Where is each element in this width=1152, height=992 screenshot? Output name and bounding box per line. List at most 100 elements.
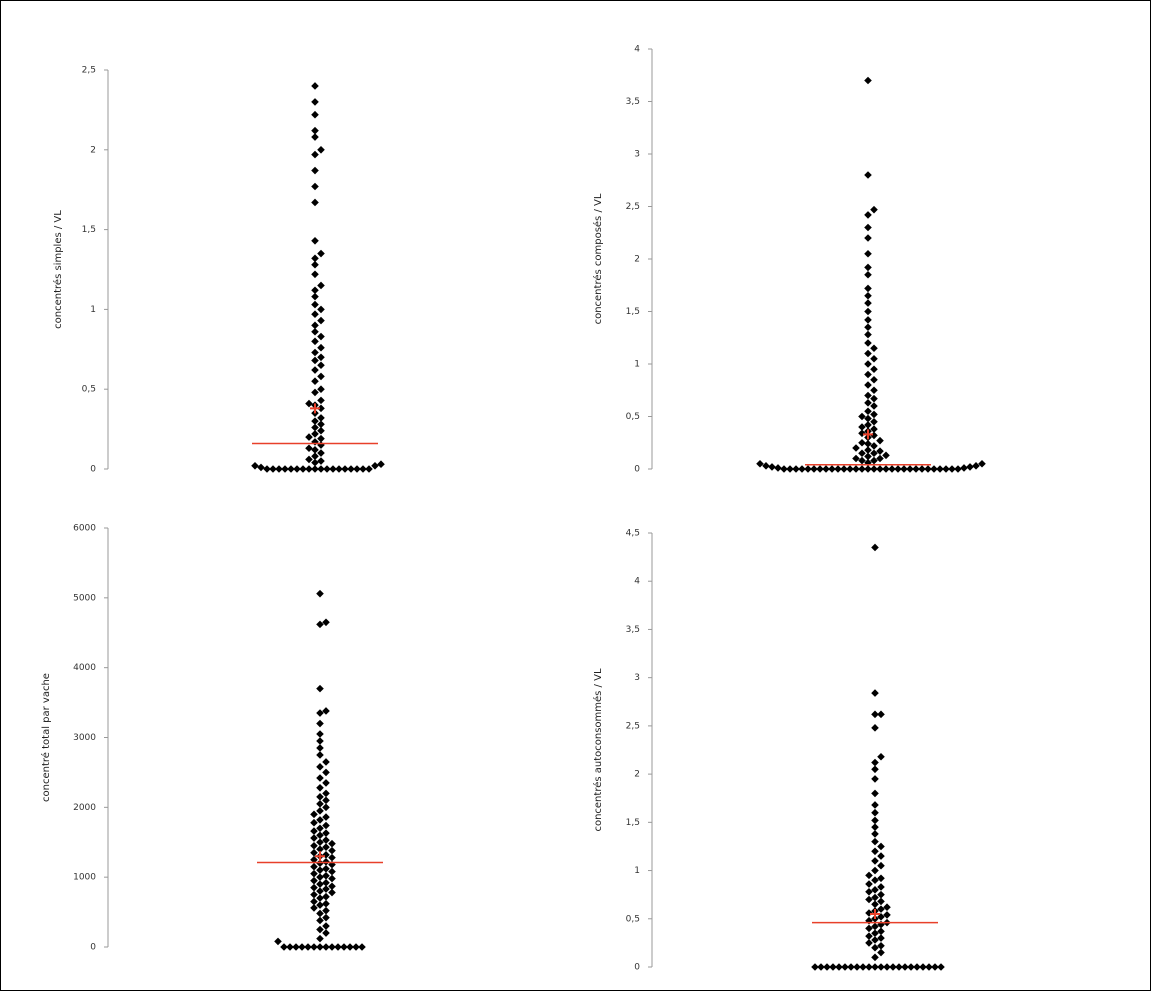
data-point: [286, 943, 294, 951]
data-point: [322, 892, 330, 901]
data-point: [317, 146, 325, 154]
data-point: [280, 943, 288, 951]
data-point: [322, 885, 330, 893]
data-point: [864, 223, 872, 232]
data-point: [871, 893, 879, 902]
data-point: [871, 922, 879, 931]
data-point: [882, 451, 890, 460]
data-point: [835, 963, 843, 971]
data-point: [317, 465, 325, 473]
data-point: [310, 943, 318, 951]
data-point: [311, 310, 319, 318]
data-point: [311, 98, 319, 106]
data-point: [858, 423, 866, 431]
data-point: [311, 300, 319, 309]
y-tick-label: 3000: [73, 733, 96, 743]
data-point: [316, 925, 324, 934]
data-point: [966, 463, 974, 471]
data-point: [353, 465, 361, 473]
data-point: [817, 963, 825, 971]
data-point: [317, 420, 325, 429]
data-point: [864, 349, 872, 358]
data-point: [834, 465, 842, 473]
data-point: [865, 916, 873, 925]
data-point: [883, 963, 891, 971]
data-point: [870, 402, 878, 410]
data-point: [858, 465, 866, 473]
data-point: [310, 848, 318, 857]
data-point: [311, 286, 319, 295]
y-tick-label: 1,5: [82, 225, 96, 235]
data-point: [823, 963, 831, 971]
data-point: [317, 396, 325, 405]
y-tick-label: 2: [634, 770, 640, 780]
data-point: [774, 464, 782, 472]
data-point: [311, 356, 319, 365]
y-tick-label: 0: [634, 465, 640, 475]
data-point: [847, 963, 855, 971]
data-point: [316, 824, 324, 833]
data-point: [317, 305, 325, 314]
data-point: [317, 343, 325, 352]
data-point: [316, 744, 324, 752]
data-point: [310, 862, 318, 871]
data-point: [864, 263, 872, 272]
data-point: [786, 465, 794, 473]
data-point: [858, 456, 866, 465]
data-point: [316, 866, 324, 874]
data-point: [870, 449, 878, 458]
data-point: [871, 689, 879, 697]
data-point: [311, 377, 319, 386]
data-point: [347, 465, 355, 473]
data-point: [311, 110, 319, 119]
data-point: [371, 462, 379, 470]
data-point: [883, 903, 891, 912]
data-point: [311, 423, 319, 432]
data-point: [937, 963, 945, 971]
data-point: [316, 831, 324, 840]
data-point: [328, 943, 336, 951]
data-point: [871, 808, 879, 817]
data-point: [316, 845, 324, 854]
data-point: [864, 339, 872, 347]
data-point: [918, 465, 926, 473]
data-point: [864, 284, 872, 293]
data-point: [864, 452, 872, 461]
data-point: [322, 843, 330, 851]
data-point: [864, 458, 872, 467]
data-point: [877, 897, 885, 906]
data-point: [864, 360, 872, 368]
data-point: [864, 316, 872, 324]
data-point: [877, 874, 885, 883]
data-point: [322, 943, 330, 951]
data-point: [954, 465, 962, 473]
y-tick-label: 0,5: [626, 914, 640, 924]
data-point: [275, 465, 283, 473]
data-point: [311, 198, 319, 207]
data-point: [311, 465, 319, 473]
data-point: [316, 793, 324, 801]
data-point: [876, 436, 884, 445]
data-point: [352, 943, 360, 951]
data-point: [322, 618, 330, 627]
data-point: [251, 462, 259, 470]
data-point: [846, 465, 854, 473]
data-point: [871, 886, 879, 894]
data-point: [864, 414, 872, 423]
data-point: [942, 465, 950, 473]
data-point: [870, 410, 878, 419]
data-point: [322, 758, 330, 766]
data-point: [322, 803, 330, 812]
data-point: [877, 905, 885, 913]
data-point: [322, 829, 330, 837]
data-point: [317, 281, 325, 290]
data-point: [293, 465, 301, 473]
data-point: [322, 899, 330, 908]
y-tick-label: 2: [634, 255, 640, 265]
data-point: [871, 823, 879, 831]
data-point: [870, 354, 878, 363]
data-point: [334, 943, 342, 951]
data-point: [310, 827, 318, 835]
data-point: [316, 873, 324, 881]
y-tick-label: 0,5: [626, 412, 640, 422]
